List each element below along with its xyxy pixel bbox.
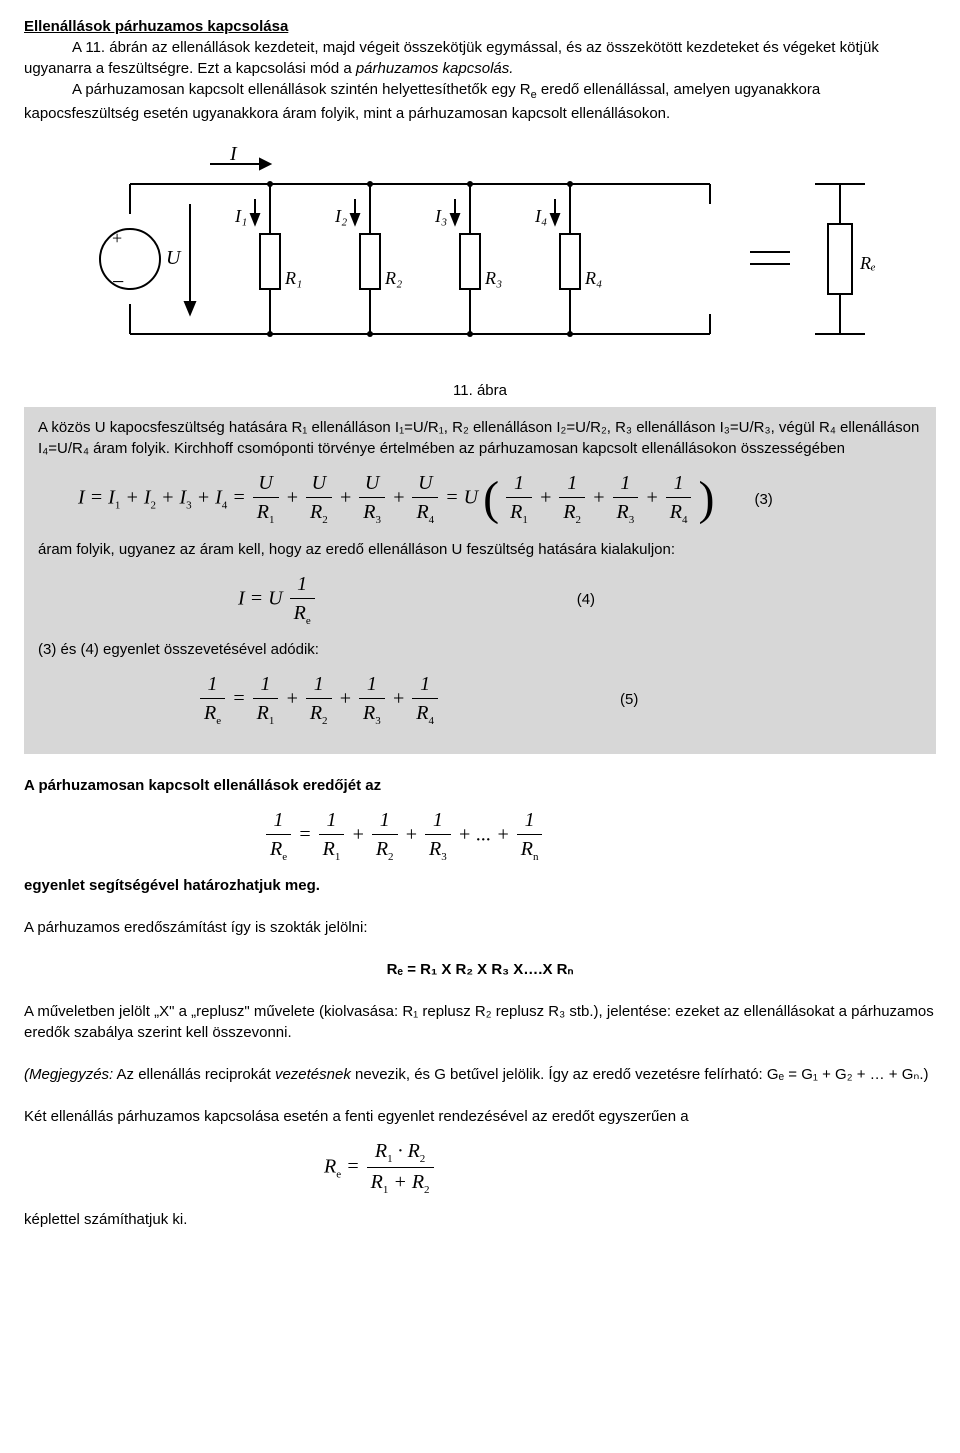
equation-replusz: Rₑ = R₁ X R₂ X R₃ X….X Rₙ bbox=[24, 959, 936, 980]
paragraph-2: A párhuzamosan kapcsolt ellenállások szi… bbox=[24, 79, 936, 124]
p7a: (Megjegyzés: bbox=[24, 1066, 113, 1083]
figure-11: + − I U I₁ I₂ I₃ I₄ R₁ R₂ R₃ R₄ Rₑ bbox=[24, 144, 936, 374]
paragraph-3: A párhuzamosan kapcsolt ellenállások ere… bbox=[24, 775, 936, 796]
p1-text-b: párhuzamos kapcsolás. bbox=[356, 60, 514, 77]
p2-text-a: A párhuzamosan kapcsolt ellenállások szi… bbox=[72, 81, 531, 98]
paragraph-intro: A 11. ábrán az ellenállások kezdeteit, m… bbox=[24, 37, 936, 79]
svg-text:R₄: R₄ bbox=[584, 268, 602, 288]
eq5-label: (5) bbox=[620, 689, 638, 710]
grey-p3: (3) és (4) egyenlet összevetésével adódi… bbox=[38, 639, 922, 660]
svg-text:U: U bbox=[166, 247, 182, 269]
svg-text:I₁: I₁ bbox=[234, 206, 247, 226]
grey-p1: A közös U kapocsfeszültség hatására R₁ e… bbox=[38, 417, 922, 459]
paragraph-5: A párhuzamos eredőszámítást így is szokt… bbox=[24, 917, 936, 938]
equation-two-resistor: Re = R1 · R2R1 + R2 bbox=[24, 1137, 936, 1199]
paragraph-4: egyenlet segítségével határozhatjuk meg. bbox=[24, 875, 936, 896]
eq4-label: (4) bbox=[577, 589, 595, 610]
paragraph-7: (Megjegyzés: Az ellenállás reciprokát ve… bbox=[24, 1064, 936, 1085]
equation-5: 1Re = 1R1 + 1R2 + 1R3 + 1R4 (5) bbox=[38, 670, 922, 729]
equation-4: I = U 1Re (4) bbox=[38, 570, 922, 629]
svg-text:−: − bbox=[112, 269, 124, 294]
p7c: vezetésnek bbox=[275, 1066, 351, 1083]
paragraph-6: A műveletben jelölt „X" a „replusz" műve… bbox=[24, 1001, 936, 1043]
svg-text:R₁: R₁ bbox=[284, 268, 302, 288]
svg-text:I₃: I₃ bbox=[434, 206, 447, 226]
svg-text:+: + bbox=[112, 228, 122, 248]
equation-general: 1Re = 1R1 + 1R2 + 1R3 + ... + 1Rn bbox=[24, 806, 936, 865]
figure-caption: 11. ábra bbox=[24, 380, 936, 401]
svg-text:R₂: R₂ bbox=[384, 268, 402, 288]
svg-text:I: I bbox=[229, 144, 238, 165]
section-title: Ellenállások párhuzamos kapcsolása bbox=[24, 16, 936, 37]
paragraph-9: képlettel számíthatjuk ki. bbox=[24, 1209, 936, 1230]
svg-text:I₄: I₄ bbox=[534, 206, 547, 226]
p7b: Az ellenállás reciprokát bbox=[113, 1066, 275, 1083]
equation-3: I = I1 + I2 + I3 + I4 = UR1 + UR2 + UR3 … bbox=[38, 469, 922, 528]
derivation-box: A közös U kapocsfeszültség hatására R₁ e… bbox=[24, 407, 936, 753]
svg-text:Rₑ: Rₑ bbox=[859, 253, 876, 273]
grey-p2: áram folyik, ugyanez az áram kell, hogy … bbox=[38, 539, 922, 560]
svg-text:R₃: R₃ bbox=[484, 268, 502, 288]
circuit-svg: + − I U I₁ I₂ I₃ I₄ R₁ R₂ R₃ R₄ Rₑ bbox=[70, 144, 890, 374]
eq3-label: (3) bbox=[754, 489, 772, 510]
p7d: nevezik, és G betűvel jelölik. Így az er… bbox=[351, 1066, 929, 1083]
svg-text:I₂: I₂ bbox=[334, 206, 347, 226]
paragraph-8: Két ellenállás párhuzamos kapcsolása ese… bbox=[24, 1106, 936, 1127]
